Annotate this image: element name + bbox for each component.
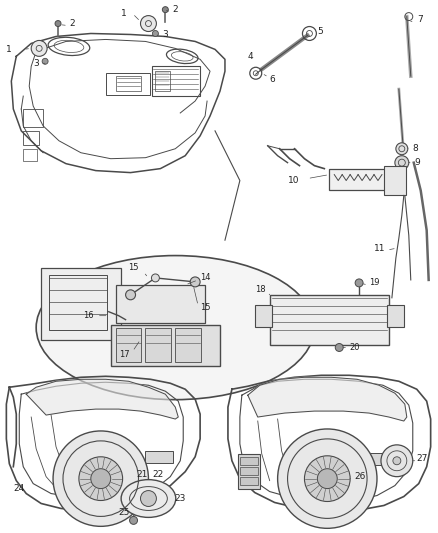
Circle shape bbox=[304, 456, 350, 502]
Bar bbox=[240, 457, 258, 465]
Bar bbox=[23, 131, 39, 145]
Bar bbox=[175, 328, 201, 362]
Text: 16: 16 bbox=[83, 311, 93, 320]
Text: 8: 8 bbox=[413, 144, 419, 154]
Circle shape bbox=[190, 277, 200, 287]
Text: 18: 18 bbox=[255, 285, 265, 294]
Circle shape bbox=[393, 457, 401, 465]
Bar bbox=[116, 285, 205, 322]
Polygon shape bbox=[26, 379, 178, 419]
Ellipse shape bbox=[121, 480, 176, 518]
Circle shape bbox=[126, 290, 135, 300]
Text: 4: 4 bbox=[248, 52, 254, 61]
Bar bbox=[111, 325, 220, 366]
Bar bbox=[387, 305, 404, 327]
Text: 2: 2 bbox=[172, 5, 178, 14]
Circle shape bbox=[335, 343, 343, 351]
Bar bbox=[240, 467, 258, 475]
Circle shape bbox=[152, 274, 159, 282]
Text: 5: 5 bbox=[318, 27, 323, 36]
Bar bbox=[270, 295, 389, 344]
Bar bbox=[116, 328, 141, 362]
Circle shape bbox=[55, 21, 61, 27]
Ellipse shape bbox=[36, 255, 314, 400]
Text: 17: 17 bbox=[119, 350, 129, 359]
Bar bbox=[145, 328, 171, 362]
Circle shape bbox=[31, 41, 47, 56]
Text: 15: 15 bbox=[200, 303, 211, 312]
Bar bbox=[384, 166, 406, 196]
Bar bbox=[145, 451, 173, 463]
Text: 10: 10 bbox=[288, 176, 299, 185]
Bar bbox=[106, 73, 150, 95]
Bar bbox=[116, 76, 141, 91]
Circle shape bbox=[396, 143, 408, 155]
Text: 27: 27 bbox=[417, 454, 428, 463]
Circle shape bbox=[318, 469, 337, 489]
Circle shape bbox=[278, 429, 377, 528]
Bar bbox=[152, 66, 200, 96]
Text: 19: 19 bbox=[369, 278, 380, 287]
Bar bbox=[329, 168, 394, 190]
Bar bbox=[49, 275, 107, 329]
Text: 6: 6 bbox=[270, 75, 276, 84]
Bar bbox=[23, 109, 43, 127]
Bar bbox=[369, 453, 397, 465]
Text: 25: 25 bbox=[119, 508, 130, 517]
Text: 15: 15 bbox=[129, 263, 139, 272]
Text: 7: 7 bbox=[417, 15, 423, 24]
Text: 26: 26 bbox=[354, 472, 366, 481]
Circle shape bbox=[162, 6, 168, 13]
Bar bbox=[23, 149, 37, 160]
Text: 14: 14 bbox=[200, 273, 211, 282]
Text: 3: 3 bbox=[162, 30, 168, 39]
Circle shape bbox=[42, 58, 48, 64]
Text: 9: 9 bbox=[415, 158, 420, 167]
Text: 20: 20 bbox=[349, 343, 360, 352]
Text: 1: 1 bbox=[120, 9, 127, 18]
Text: 24: 24 bbox=[13, 484, 25, 493]
Bar bbox=[240, 477, 258, 484]
Text: 11: 11 bbox=[374, 244, 385, 253]
Circle shape bbox=[53, 431, 148, 527]
Text: 2: 2 bbox=[69, 19, 74, 28]
Bar bbox=[255, 305, 272, 327]
Circle shape bbox=[381, 445, 413, 477]
Circle shape bbox=[141, 490, 156, 506]
Circle shape bbox=[395, 156, 409, 169]
Circle shape bbox=[355, 279, 363, 287]
Circle shape bbox=[141, 15, 156, 31]
Text: 1: 1 bbox=[7, 45, 12, 54]
Text: 3: 3 bbox=[33, 59, 39, 68]
Text: 21: 21 bbox=[137, 470, 148, 479]
Circle shape bbox=[152, 30, 159, 36]
Circle shape bbox=[79, 457, 123, 500]
Bar bbox=[41, 268, 120, 340]
Polygon shape bbox=[248, 377, 407, 421]
Text: 23: 23 bbox=[174, 494, 186, 503]
Bar bbox=[155, 71, 170, 91]
Circle shape bbox=[130, 516, 138, 524]
Circle shape bbox=[91, 469, 111, 489]
Bar bbox=[238, 454, 260, 489]
Text: 22: 22 bbox=[152, 470, 164, 479]
